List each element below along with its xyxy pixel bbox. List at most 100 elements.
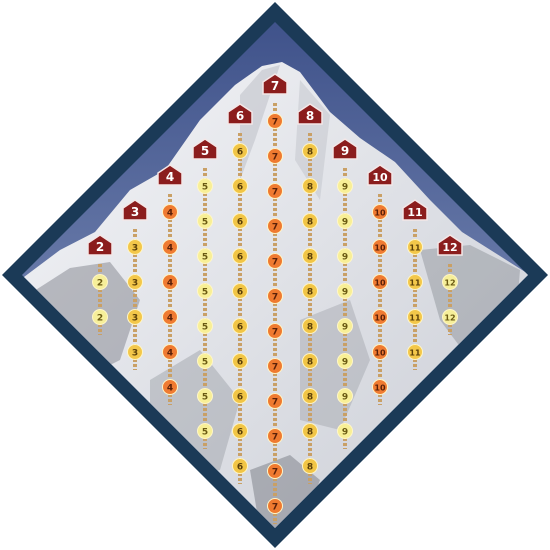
column-9: 9 9 9 9 9 9 9 9 9: [332, 138, 358, 449]
step-space[interactable]: 3: [127, 309, 143, 325]
step-space[interactable]: 9: [337, 283, 353, 299]
step-space[interactable]: 12: [442, 309, 458, 325]
step-space[interactable]: 7: [267, 498, 283, 514]
step-space[interactable]: 7: [267, 148, 283, 164]
camp-label: 9: [341, 144, 349, 158]
step-space[interactable]: 2: [92, 309, 108, 325]
step-space[interactable]: 7: [267, 288, 283, 304]
column-10: 10 10 10 10 10 10 10: [367, 164, 393, 405]
step-space[interactable]: 6: [232, 353, 248, 369]
camp-label: 2: [96, 240, 104, 254]
step-space[interactable]: 9: [337, 178, 353, 194]
step-space[interactable]: 8: [302, 423, 318, 439]
step-space[interactable]: 7: [267, 183, 283, 199]
camp-marker-4[interactable]: 4: [157, 164, 183, 186]
step-space[interactable]: 4: [162, 344, 178, 360]
camp-marker-9[interactable]: 9: [332, 138, 358, 160]
step-space[interactable]: 9: [337, 318, 353, 334]
step-space[interactable]: 3: [127, 239, 143, 255]
step-space[interactable]: 7: [267, 393, 283, 409]
step-space[interactable]: 10: [372, 274, 388, 290]
camp-marker-10[interactable]: 10: [367, 164, 393, 186]
step-space[interactable]: 5: [197, 388, 213, 404]
step-space[interactable]: 8: [302, 458, 318, 474]
step-space[interactable]: 6: [232, 248, 248, 264]
step-space[interactable]: 10: [372, 239, 388, 255]
camp-marker-8[interactable]: 8: [297, 103, 323, 125]
step-space[interactable]: 7: [267, 463, 283, 479]
step-space[interactable]: 5: [197, 178, 213, 194]
step-circle: [407, 239, 423, 255]
camp-marker-5[interactable]: 5: [192, 138, 218, 160]
camp-label: 3: [131, 205, 139, 219]
step-space[interactable]: 3: [127, 274, 143, 290]
step-space[interactable]: 8: [302, 283, 318, 299]
step-number: 4: [167, 279, 173, 289]
step-space[interactable]: 6: [232, 458, 248, 474]
step-space[interactable]: 8: [302, 388, 318, 404]
step-space[interactable]: 7: [267, 218, 283, 234]
step-circle: [197, 178, 213, 194]
step-space[interactable]: 10: [372, 309, 388, 325]
step-space[interactable]: 5: [197, 353, 213, 369]
step-space[interactable]: 7: [267, 358, 283, 374]
step-space[interactable]: 2: [92, 274, 108, 290]
step-space[interactable]: 4: [162, 309, 178, 325]
step-space[interactable]: 5: [197, 318, 213, 334]
step-space[interactable]: 5: [197, 213, 213, 229]
step-space[interactable]: 8: [302, 178, 318, 194]
camp-marker-3[interactable]: 3: [122, 199, 148, 221]
step-space[interactable]: 11: [407, 309, 423, 325]
step-space[interactable]: 6: [232, 283, 248, 299]
step-space[interactable]: 11: [407, 344, 423, 360]
step-space[interactable]: 10: [372, 379, 388, 395]
step-number: 5: [202, 183, 208, 193]
step-space[interactable]: 4: [162, 239, 178, 255]
step-number: 10: [374, 279, 386, 288]
step-space[interactable]: 3: [127, 344, 143, 360]
step-space[interactable]: 6: [232, 423, 248, 439]
camp-marker-6[interactable]: 6: [227, 103, 253, 125]
step-number: 9: [342, 358, 348, 368]
step-space[interactable]: 6: [232, 178, 248, 194]
step-space[interactable]: 7: [267, 253, 283, 269]
step-space[interactable]: 5: [197, 423, 213, 439]
step-space[interactable]: 8: [302, 353, 318, 369]
step-space[interactable]: 6: [232, 318, 248, 334]
camp-marker-11[interactable]: 11: [402, 199, 428, 221]
step-space[interactable]: 11: [407, 239, 423, 255]
column-2: 2 2 2: [87, 234, 113, 335]
step-space[interactable]: 12: [442, 274, 458, 290]
step-space[interactable]: 4: [162, 204, 178, 220]
step-space[interactable]: 6: [232, 213, 248, 229]
step-space[interactable]: 9: [337, 423, 353, 439]
step-space[interactable]: 11: [407, 274, 423, 290]
camp-marker-7[interactable]: 7: [262, 73, 288, 95]
step-space[interactable]: 4: [162, 274, 178, 290]
camp-label: 5: [201, 144, 209, 158]
step-space[interactable]: 7: [267, 323, 283, 339]
step-space[interactable]: 6: [232, 388, 248, 404]
step-space[interactable]: 4: [162, 379, 178, 395]
camp-marker-2[interactable]: 2: [87, 234, 113, 256]
step-number: 8: [307, 393, 313, 403]
step-space[interactable]: 8: [302, 248, 318, 264]
step-space[interactable]: 9: [337, 213, 353, 229]
step-space[interactable]: 8: [302, 213, 318, 229]
step-space[interactable]: 6: [232, 143, 248, 159]
step-space[interactable]: 8: [302, 318, 318, 334]
step-circle: [197, 423, 213, 439]
step-space[interactable]: 5: [197, 283, 213, 299]
step-space[interactable]: 9: [337, 353, 353, 369]
camp-label: 8: [306, 109, 314, 123]
step-space[interactable]: 8: [302, 143, 318, 159]
step-circle: [232, 318, 248, 334]
step-space[interactable]: 7: [267, 113, 283, 129]
step-space[interactable]: 9: [337, 388, 353, 404]
step-space[interactable]: 10: [372, 204, 388, 220]
step-space[interactable]: 10: [372, 344, 388, 360]
step-space[interactable]: 9: [337, 248, 353, 264]
step-space[interactable]: 5: [197, 248, 213, 264]
step-space[interactable]: 7: [267, 428, 283, 444]
camp-marker-12[interactable]: 12: [437, 234, 463, 256]
